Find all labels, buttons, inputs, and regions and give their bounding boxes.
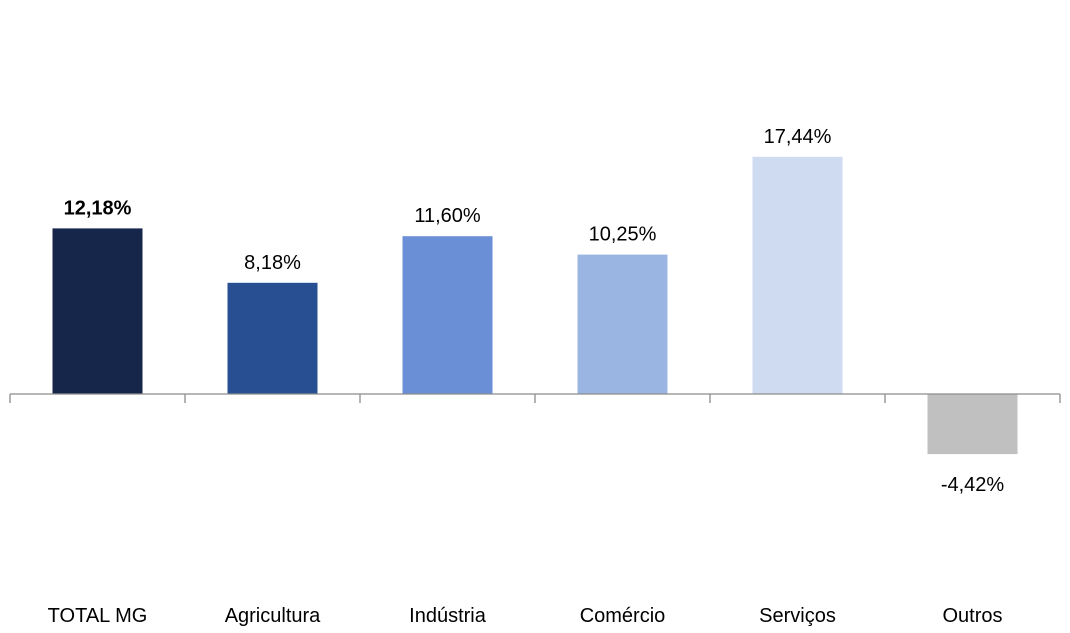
category-label-servicos: Serviços bbox=[759, 605, 836, 627]
data-label-comercio: 10,25% bbox=[589, 224, 657, 246]
category-label-agricultura: Agricultura bbox=[225, 605, 321, 627]
data-label-outros: -4,42% bbox=[941, 474, 1005, 496]
bar-agricultura bbox=[227, 282, 318, 394]
data-label-industria: 11,60% bbox=[414, 205, 481, 227]
data-labels-group: 12,18% 8,18% 11,60% 10,25% 17,44% -4,42% bbox=[64, 126, 1005, 496]
data-label-agricultura: 8,18% bbox=[244, 252, 301, 274]
data-label-servicos: 17,44% bbox=[764, 126, 832, 148]
data-label-total-mg: 12,18% bbox=[64, 197, 132, 219]
bar-outros bbox=[927, 394, 1018, 455]
bar-comercio bbox=[577, 254, 668, 394]
category-label-total-mg: TOTAL MG bbox=[48, 605, 148, 627]
category-label-outros: Outros bbox=[942, 605, 1002, 627]
bars-group bbox=[52, 156, 1018, 455]
category-label-industria: Indústria bbox=[409, 605, 487, 627]
bar-industria bbox=[402, 236, 493, 394]
bar-total-mg bbox=[52, 228, 143, 394]
category-labels-group: TOTAL MG Agricultura Indústria Comércio Serv… bbox=[48, 605, 1003, 627]
x-axis bbox=[9, 393, 1061, 403]
bar-servicos bbox=[752, 156, 843, 394]
category-label-comercio: Comércio bbox=[580, 605, 666, 627]
